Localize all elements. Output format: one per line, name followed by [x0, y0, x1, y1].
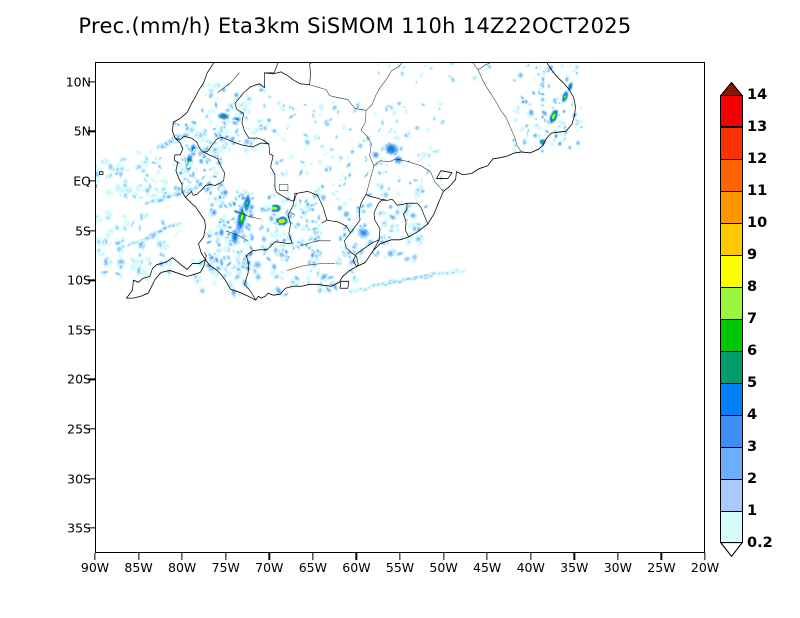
precip-cell: [280, 277, 283, 279]
precip-cell: [390, 230, 392, 231]
precip-cell: [281, 271, 283, 273]
precip-cell: [446, 272, 448, 274]
precip-cell: [354, 290, 357, 292]
precip-cell: [318, 285, 319, 287]
precip-cell: [195, 276, 196, 278]
precip-cell: [373, 284, 375, 286]
precip-cell: [210, 262, 212, 264]
precip-cell: [309, 262, 311, 264]
precip-cell: [364, 289, 366, 290]
precip-cell: [201, 290, 203, 292]
precip-cell: [329, 286, 331, 288]
precip-cell: [230, 284, 232, 286]
precip-cell: [257, 276, 259, 278]
precip-cell: [425, 277, 427, 278]
precip-cell: [225, 287, 226, 289]
precip-cell: [217, 275, 218, 277]
precip-cell: [239, 294, 241, 296]
precip-cell: [327, 288, 329, 290]
figure-title: Prec.(mm/h) Eta3km SiSMOM 110h 14Z22OCT2…: [78, 14, 632, 38]
precip-cell: [273, 266, 275, 268]
precip-cell: [452, 272, 454, 273]
precip-cell: [227, 272, 229, 274]
precip-cell: [421, 276, 423, 277]
precip-cell: [317, 272, 319, 274]
precip-cell: [278, 290, 280, 292]
precip-cell: [352, 261, 354, 263]
precip-cell: [272, 272, 274, 274]
precip-cell: [248, 225, 250, 226]
precip-cell: [399, 281, 401, 283]
precip-cell: [455, 270, 457, 271]
precip-cell: [433, 273, 435, 274]
precip-cell: [430, 275, 432, 277]
precip-cell: [323, 276, 325, 278]
precip-cell: [426, 275, 428, 276]
precip-cell: [360, 288, 361, 289]
precip-cell: [415, 276, 417, 278]
precip-cell: [224, 275, 226, 277]
precip-cell: [385, 284, 387, 285]
precip-cell: [192, 261, 194, 263]
precip-cell: [227, 249, 229, 251]
precip-cell: [197, 280, 199, 282]
precip-cell: [218, 225, 220, 227]
precip-cell: [330, 277, 332, 278]
precip-cell: [271, 290, 273, 292]
precip-cell: [461, 271, 463, 272]
precip-cell: [256, 264, 259, 266]
map-svg: [96, 63, 584, 301]
precip-cell: [214, 282, 215, 284]
precip-cell: [325, 291, 326, 292]
precipitation-layer: [96, 63, 584, 300]
precip-cell: [319, 289, 321, 291]
precip-cell: [250, 247, 252, 249]
precip-cell: [233, 291, 234, 293]
precip-cell: [237, 269, 239, 270]
precip-cell: [233, 250, 235, 252]
precip-cell: [285, 294, 287, 295]
precip-cell: [295, 284, 297, 286]
precip-cell: [225, 265, 227, 266]
precip-cell: [307, 278, 308, 280]
precip-cell: [237, 276, 239, 278]
precip-cell: [318, 269, 320, 270]
precip-cell: [351, 271, 353, 272]
precip-cell: [296, 277, 298, 279]
precip-cell: [394, 281, 396, 283]
precip-cell: [407, 278, 410, 280]
precip-cell: [378, 284, 379, 285]
precip-cell: [276, 276, 278, 278]
map-plot-area: [95, 62, 705, 553]
precip-cell: [254, 269, 256, 272]
precip-cell: [334, 285, 336, 288]
